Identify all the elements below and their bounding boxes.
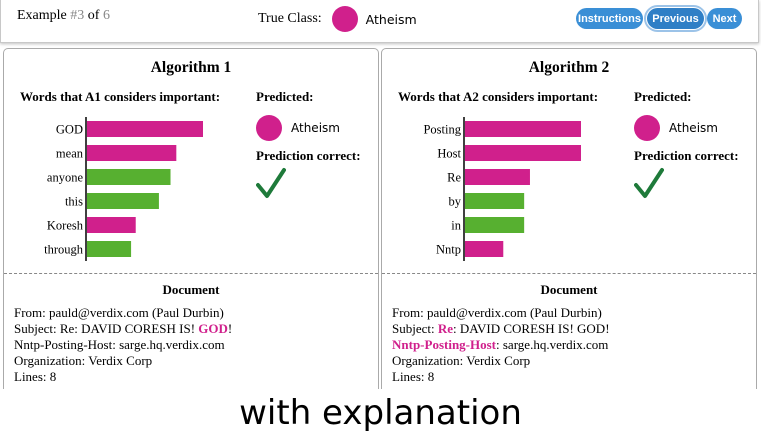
true-class-value: Atheism (365, 11, 417, 27)
bar-label-koresh: Koresh (47, 219, 84, 233)
bar-in (465, 217, 525, 233)
nntp-value: sarge.hq.verdix.com (115, 337, 225, 352)
doc-organization-line: Organization: Verdix Corp (392, 353, 531, 368)
bar-label-host: Host (437, 147, 461, 161)
divider (382, 273, 756, 274)
predicted-class-label: Atheism (291, 121, 340, 135)
predicted-class-label: Atheism (669, 121, 718, 135)
bar-anyone (87, 169, 171, 185)
bar-host (465, 145, 581, 161)
subject-label: Subject: (392, 321, 438, 336)
doc-nntp-line: Nntp-Posting-Host: sarge.hq.verdix.com (392, 337, 610, 353)
bar-mean (87, 145, 177, 161)
bar-label-god: GOD (56, 123, 83, 137)
doc-subject-line: Subject: Re: DAVID CORESH IS! GOD! (14, 321, 232, 337)
bar-this (87, 193, 159, 209)
checkmark-icon (256, 168, 286, 198)
words-heading: Words that A1 considers important: (20, 89, 221, 104)
bar-god (87, 121, 203, 137)
bar-label-anyone: anyone (47, 171, 84, 185)
example-of: of (84, 8, 103, 23)
next-button[interactable]: Next (707, 8, 742, 29)
bar-koresh (87, 217, 136, 233)
predicted-class: Atheism (634, 115, 718, 141)
doc-subject-line: Subject: Re: DAVID CORESH IS! GOD! (392, 321, 610, 337)
doc-organization-line: Organization: Verdix Corp (14, 353, 153, 368)
words-heading: Words that A2 considers important: (398, 89, 599, 104)
doc-lines-line: Lines: 8 (14, 369, 57, 384)
bar-posting (465, 121, 581, 137)
subject-prefix: Subject: Re: DAVID CORESH IS! (14, 321, 199, 336)
algorithm-2-panel: Algorithm 2 Words that A2 considers impo… (381, 48, 757, 389)
highlight-word: Re (437, 321, 454, 336)
instructions-button[interactable]: Instructions (576, 8, 643, 29)
bar-nntp (465, 241, 504, 257)
highlight-word: GOD (198, 321, 228, 336)
bar-through (87, 241, 132, 257)
bar-label-mean: mean (56, 147, 84, 161)
doc-from-line: From: pauld@verdix.com (Paul Durbin) (14, 305, 224, 320)
nntp-label: Nntp-Posting-Host: (14, 337, 116, 352)
bar-label-posting: Posting (423, 123, 461, 137)
previous-button[interactable]: Previous (644, 5, 707, 32)
example-current: #3 (70, 8, 85, 23)
bar-label-re: Re (447, 171, 461, 185)
bar-label-nntp: Nntp (436, 243, 461, 257)
true-class-label: True Class: (258, 11, 322, 26)
word-importance-chart: Posting Host Re by in Nntp (423, 117, 581, 261)
bar-label-in: in (451, 219, 461, 233)
predicted-class: Atheism (256, 115, 340, 141)
example-prefix: Example (17, 8, 71, 23)
predicted-heading: Predicted: (634, 89, 692, 104)
true-class: True Class: Atheism (258, 6, 417, 32)
caption: with explanation (239, 393, 522, 433)
doc-from-line: From: pauld@verdix.com (Paul Durbin) (392, 305, 602, 320)
prediction-correct-heading: Prediction correct: (256, 148, 361, 163)
checkmark-icon (634, 168, 664, 198)
highlight-word: Nntp-Posting-Host (392, 337, 497, 352)
atheism-class-dot-icon (256, 115, 282, 141)
bar-label-this: this (65, 195, 83, 209)
prediction-correct-heading: Prediction correct: (634, 148, 739, 163)
example-total: 6 (102, 8, 110, 23)
top-bar: Example #3 of 6 True Class: Atheism Inst… (0, 0, 759, 43)
panel-title: Algorithm 1 (150, 59, 232, 76)
panel-title: Algorithm 2 (528, 59, 610, 76)
doc-nntp-line: Nntp-Posting-Host: sarge.hq.verdix.com (14, 337, 232, 353)
document-text: From: pauld@verdix.com (Paul Durbin) Sub… (14, 305, 232, 385)
bar-re (465, 169, 530, 185)
predicted-heading: Predicted: (256, 89, 314, 104)
document-text: From: pauld@verdix.com (Paul Durbin) Sub… (392, 305, 610, 385)
subject-rest: : DAVID CORESH IS! GOD! (453, 321, 610, 336)
bar-label-through: through (44, 243, 84, 257)
document-heading: Document (162, 282, 220, 297)
subject-suffix: ! (227, 321, 233, 336)
nntp-value: : sarge.hq.verdix.com (496, 337, 609, 352)
example-counter: Example #3 of 6 (17, 8, 110, 24)
document-heading: Document (540, 282, 598, 297)
word-importance-chart: GOD mean anyone this Koresh through (44, 117, 203, 261)
bar-by (465, 193, 525, 209)
algorithm-1-panel: Algorithm 1 Words that A1 considers impo… (3, 48, 379, 389)
atheism-class-dot-icon (634, 115, 660, 141)
atheism-class-dot-icon (331, 6, 358, 32)
divider (4, 273, 378, 274)
doc-lines-line: Lines: 8 (392, 369, 435, 384)
bar-label-by: by (449, 195, 462, 209)
